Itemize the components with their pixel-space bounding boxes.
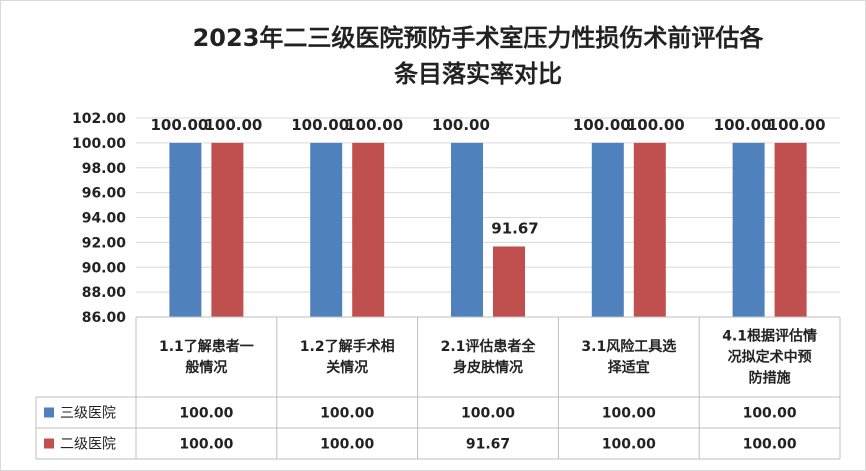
table-cell-value: 100.00 (602, 437, 656, 453)
data-label: 100.00 (573, 116, 631, 134)
category-label: 4.1根据评估情 (722, 328, 817, 345)
y-tick-label: 96.00 (82, 186, 127, 202)
bar-series-1-cat-2 (493, 246, 525, 317)
data-label: 100.00 (204, 116, 262, 134)
table-cell-value: 100.00 (179, 406, 233, 422)
chart-title-line-2: 条目落实率对比 (394, 60, 562, 88)
y-tick-label: 86.00 (82, 310, 127, 326)
y-tick-label: 94.00 (82, 211, 127, 227)
bar-series-0-cat-1 (310, 142, 343, 317)
chart-title-line-1: 2023年二三级医院预防手术室压力性损伤术前评估各 (193, 24, 765, 52)
legend-key-0 (44, 407, 54, 418)
data-label: 100.00 (150, 116, 208, 134)
table-cell-value: 100.00 (320, 406, 374, 422)
category-label: 关情况 (326, 359, 368, 376)
y-tick-label: 98.00 (82, 161, 127, 177)
bar-series-1-cat-1 (352, 142, 385, 317)
table-cell-value: 100.00 (743, 406, 797, 422)
table-cell-value: 100.00 (602, 406, 656, 422)
bar-series-0-cat-0 (169, 142, 202, 317)
bar-series-0-cat-2 (451, 142, 483, 317)
bar-series-1-cat-4 (774, 142, 807, 317)
category-label: 况拟定术中预 (728, 349, 812, 366)
data-label: 100.00 (768, 116, 826, 134)
data-label: 91.67 (491, 219, 538, 237)
category-label: 择适宜 (608, 359, 650, 376)
category-label: 身皮肤情况 (453, 359, 523, 376)
legend-label: 三级医院 (60, 406, 116, 422)
table-cell-value: 100.00 (461, 406, 515, 422)
category-label: 1.2了解手术相 (300, 338, 395, 355)
category-label: 1.1了解患者一 (159, 338, 254, 355)
category-label: 2.1评估患者全 (441, 338, 537, 355)
y-tick-label: 90.00 (82, 260, 127, 276)
data-label: 100.00 (291, 116, 349, 134)
data-label: 100.00 (714, 116, 772, 134)
category-label: 防措施 (749, 370, 791, 387)
bar-series-1-cat-0 (211, 142, 244, 317)
bar-series-0-cat-4 (732, 142, 765, 317)
y-tick-label: 92.00 (82, 235, 127, 251)
data-label: 100.00 (627, 116, 685, 134)
data-label: 100.00 (432, 116, 490, 134)
bars-layer (169, 142, 807, 317)
table-cell-value: 100.00 (179, 437, 233, 453)
data-label: 100.00 (345, 116, 403, 134)
category-label: 3.1风险工具选 (581, 338, 676, 355)
table-cell-value: 91.67 (466, 437, 510, 453)
y-tick-label: 102.00 (72, 111, 126, 127)
bar-series-1-cat-3 (633, 142, 666, 317)
category-label: 般情况 (185, 359, 227, 376)
table-cell-value: 100.00 (743, 437, 797, 453)
legend-label: 二级医院 (60, 437, 116, 453)
legend-key-1 (44, 438, 54, 449)
bar-series-0-cat-3 (591, 142, 624, 317)
y-tick-label: 100.00 (72, 136, 126, 152)
y-tick-label: 88.00 (82, 285, 127, 301)
table-cell-value: 100.00 (320, 437, 374, 453)
